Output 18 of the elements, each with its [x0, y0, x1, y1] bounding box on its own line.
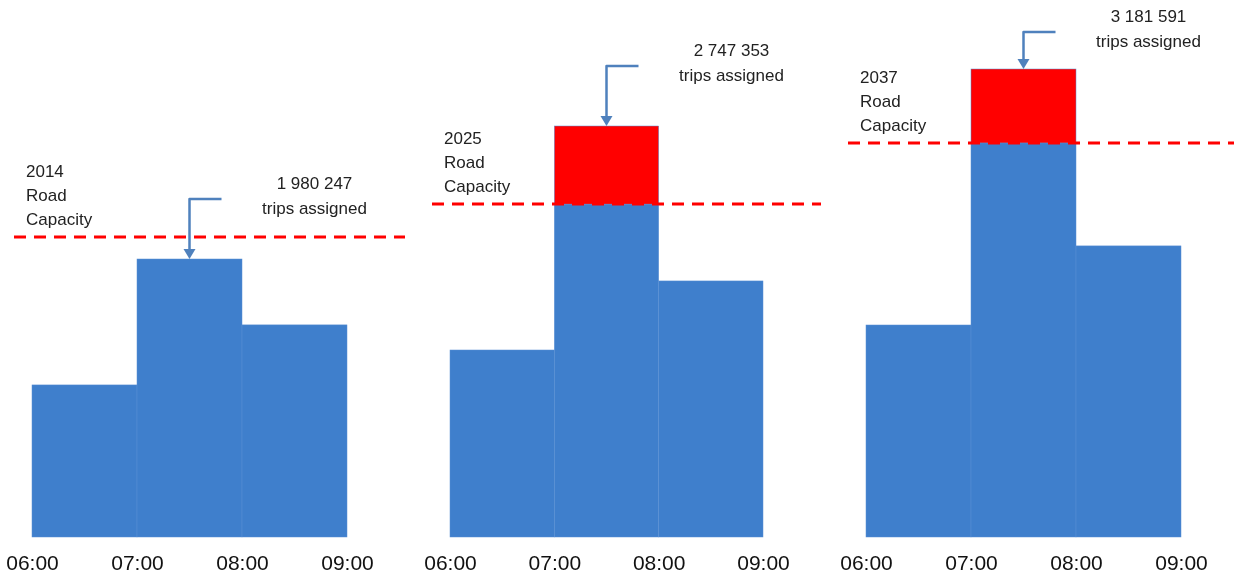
x-tick-label: 09:00: [1155, 551, 1208, 575]
x-tick-label: 06:00: [424, 551, 477, 575]
ref-line-label: 2025 Road Capacity: [444, 129, 511, 197]
x-tick-label: 07:00: [111, 551, 164, 575]
x-tick-label: 07:00: [528, 551, 582, 575]
x-tick-label: 08:00: [632, 551, 686, 575]
text: 1 980 247 trips assigned: [262, 174, 367, 218]
text: 2 747 353 trips assigned: [679, 41, 784, 85]
ref-line-label: 2037 Road Capacity: [860, 67, 927, 135]
x-tick-label: 08:00: [216, 551, 269, 575]
x-tick-label: 09:00: [737, 551, 790, 575]
x-tick-label: 09:00: [321, 551, 374, 575]
x-tick-label: 06:00: [6, 551, 59, 575]
x-tick-label: 06:00: [840, 551, 893, 575]
ref-line-label: 2014 Road Capacity: [26, 162, 93, 230]
x-tick-label: 08:00: [1050, 551, 1103, 575]
x-tick-label: 07:00: [945, 551, 998, 575]
text: 3 181 591 trips assigned: [1096, 7, 1201, 51]
